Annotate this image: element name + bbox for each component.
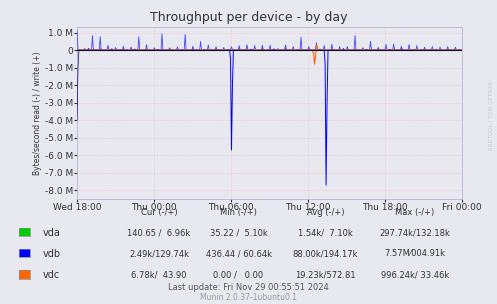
Text: 140.65 /  6.96k: 140.65 / 6.96k	[127, 228, 191, 237]
Text: 6.78k/  43.90: 6.78k/ 43.90	[131, 271, 187, 280]
Text: 1.54k/  7.10k: 1.54k/ 7.10k	[298, 228, 353, 237]
Text: Avg (-/+): Avg (-/+)	[307, 208, 344, 217]
Text: 2.49k/129.74k: 2.49k/129.74k	[129, 249, 189, 258]
Text: vdb: vdb	[42, 249, 60, 259]
Text: Cur (-/+): Cur (-/+)	[141, 208, 177, 217]
Text: Throughput per device - by day: Throughput per device - by day	[150, 11, 347, 24]
Text: 297.74k/132.18k: 297.74k/132.18k	[380, 228, 450, 237]
Text: 436.44 / 60.64k: 436.44 / 60.64k	[206, 249, 271, 258]
Text: 88.00k/194.17k: 88.00k/194.17k	[293, 249, 358, 258]
Y-axis label: Bytes/second read (-) / write (+): Bytes/second read (-) / write (+)	[33, 51, 42, 175]
Text: Last update: Fri Nov 29 00:55:51 2024: Last update: Fri Nov 29 00:55:51 2024	[168, 283, 329, 292]
Text: Munin 2.0.37-1ubuntu0.1: Munin 2.0.37-1ubuntu0.1	[200, 293, 297, 302]
Text: vda: vda	[42, 228, 60, 237]
Text: Min (-/+): Min (-/+)	[220, 208, 257, 217]
Text: 19.23k/572.81: 19.23k/572.81	[295, 271, 356, 280]
Text: 0.00 /   0.00: 0.00 / 0.00	[214, 271, 263, 280]
Text: vdc: vdc	[42, 270, 60, 280]
Text: 7.57M⁄004.91k: 7.57M⁄004.91k	[385, 249, 445, 258]
Text: 35.22 /  5.10k: 35.22 / 5.10k	[210, 228, 267, 237]
Text: Max (-/+): Max (-/+)	[396, 208, 434, 217]
Text: 996.24k/ 33.46k: 996.24k/ 33.46k	[381, 271, 449, 280]
Text: RRDTOOL / TOBI OETIKER: RRDTOOL / TOBI OETIKER	[488, 81, 493, 150]
